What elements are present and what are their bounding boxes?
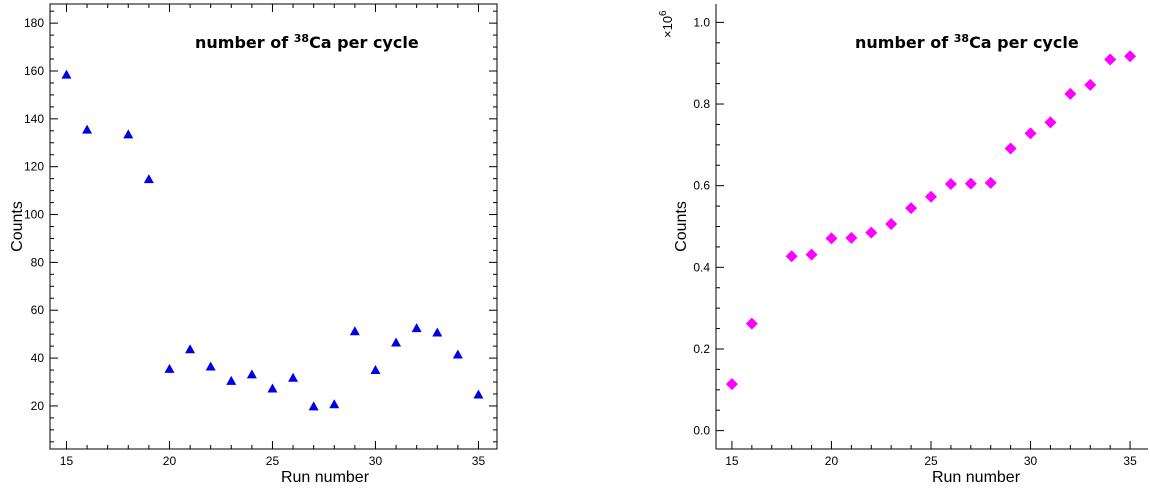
data-point-diamond — [745, 317, 758, 330]
data-point-triangle — [411, 323, 422, 333]
chart-title: number of 38Ca per cycle — [855, 32, 1079, 52]
data-point-diamond — [1064, 87, 1077, 100]
y-tick-label: 40 — [31, 351, 45, 365]
x-tick-label: 25 — [924, 454, 938, 468]
data-point-triangle — [391, 337, 402, 347]
y-tick-label: 120 — [24, 160, 44, 174]
chart-title: number of 38Ca per cycle — [195, 32, 419, 52]
data-point-diamond — [845, 231, 858, 244]
y-tick-label: 0.8 — [693, 97, 710, 111]
data-point-diamond — [925, 190, 938, 203]
y-scale-multiplier: ×106 — [658, 10, 675, 38]
data-point-diamond — [1104, 53, 1117, 66]
data-point-diamond — [984, 176, 997, 189]
data-point-triangle — [82, 124, 93, 134]
data-point-triangle — [205, 361, 216, 371]
x-tick-label: 30 — [369, 454, 383, 468]
x-tick-label: 25 — [266, 454, 280, 468]
x-tick-label: 20 — [163, 454, 177, 468]
data-point-diamond — [1044, 116, 1057, 129]
data-point-triangle — [370, 365, 381, 375]
data-point-diamond — [1084, 78, 1097, 91]
data-point-diamond — [805, 248, 818, 261]
y-tick-label: 0.2 — [693, 342, 710, 356]
data-point-diamond — [905, 202, 918, 215]
data-point-triangle — [308, 401, 319, 411]
data-point-triangle — [329, 399, 340, 409]
data-point-triangle — [267, 383, 278, 393]
x-axis-title: Run number — [281, 469, 370, 486]
data-point-diamond — [865, 226, 878, 239]
right-chart-panel: 15 20 25 30 35 0.0 0.2 0.4 0.6 0.8 1.0 Run number Co… — [658, 4, 1148, 486]
data-point-diamond — [885, 218, 898, 231]
data-point-diamond — [725, 378, 738, 391]
x-tick-label: 35 — [472, 454, 486, 468]
y-axis-title: Counts — [673, 201, 690, 252]
data-point-diamond — [1124, 50, 1137, 63]
y-tick-label: 60 — [31, 303, 45, 317]
data-point-triangle — [164, 363, 175, 373]
data-point-diamond — [1004, 142, 1017, 155]
x-tick-label: 35 — [1123, 454, 1137, 468]
left-chart-panel: 15 20 25 30 35 20 40 60 80 100 120 140 160 180 Run num… — [9, 3, 498, 486]
y-tick-label: 0.6 — [693, 179, 710, 193]
data-point-triangle — [349, 326, 360, 336]
data-point-triangle — [61, 69, 72, 79]
x-tick-label: 20 — [825, 454, 839, 468]
x-tick-label: 15 — [60, 454, 74, 468]
data-point-diamond — [785, 250, 798, 263]
y-tick-label: 0.4 — [693, 260, 710, 274]
y-tick-label: 0.0 — [693, 424, 710, 438]
y-tick-label: 80 — [31, 255, 45, 269]
y-tick-label: 100 — [24, 208, 44, 222]
data-point-triangle — [473, 389, 484, 399]
data-point-triangle — [143, 174, 154, 184]
data-point-diamond — [944, 178, 957, 191]
y-tick-label: 160 — [24, 64, 44, 78]
x-axis-title: Run number — [932, 469, 1021, 486]
y-tick-label: 1.0 — [693, 15, 710, 29]
plot-frame — [49, 3, 498, 450]
y-axis-title: Counts — [9, 201, 26, 252]
x-tick-label: 15 — [725, 454, 739, 468]
x-tick-label: 30 — [1024, 454, 1038, 468]
data-point-triangle — [226, 375, 237, 385]
y-tick-label: 180 — [24, 16, 44, 30]
data-point-diamond — [964, 177, 977, 190]
data-point-diamond — [1024, 127, 1037, 140]
data-point-triangle — [123, 129, 134, 139]
data-point-triangle — [288, 372, 299, 382]
data-point-triangle — [246, 369, 257, 379]
data-point-diamond — [825, 232, 838, 245]
data-point-triangle — [432, 327, 443, 337]
data-point-triangle — [452, 349, 463, 359]
y-tick-label: 140 — [24, 112, 44, 126]
data-point-triangle — [185, 344, 196, 354]
y-tick-label: 20 — [31, 399, 45, 413]
